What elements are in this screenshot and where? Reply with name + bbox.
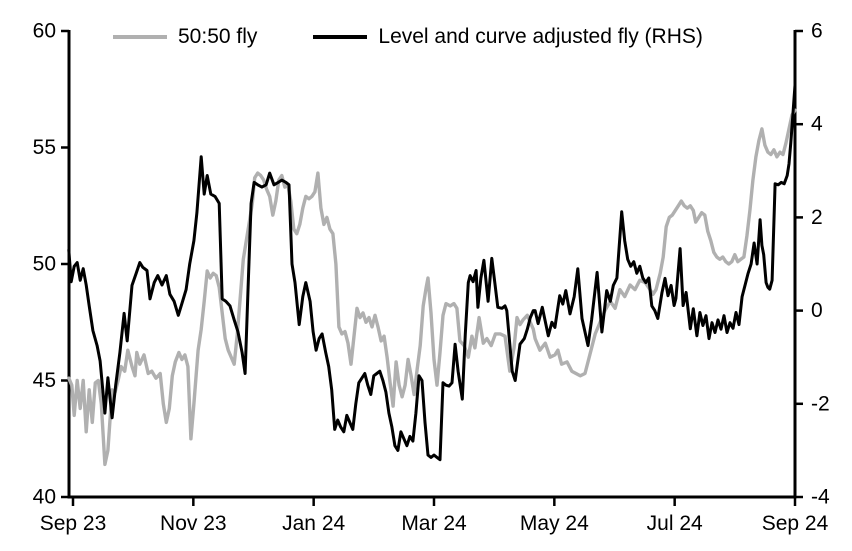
right-axis-tick-label: -4	[811, 486, 830, 509]
x-axis-tick-label: Jan 24	[282, 512, 345, 535]
left-axis-tick-label: 50	[33, 253, 56, 276]
legend-swatch-adjusted-fly-icon	[313, 34, 368, 39]
right-axis-tick-label: 0	[811, 299, 823, 322]
right-axis-tick-label: 6	[811, 20, 823, 43]
x-axis-tick-label: Sep 23	[40, 512, 107, 535]
legend-label-5050-fly: 50:50 fly	[178, 25, 258, 48]
left-axis-tick-label: 40	[33, 486, 56, 509]
left-axis-tick-label: 45	[33, 369, 56, 392]
right-axis-tick-label: 4	[811, 113, 823, 136]
x-axis-tick-label: May 24	[520, 512, 589, 535]
x-axis-tick-label: Jul 24	[647, 512, 703, 535]
right-axis-tick-label: -2	[811, 392, 830, 415]
x-axis-tick-label: Mar 24	[401, 512, 467, 535]
left-axis-tick-label: 60	[33, 20, 56, 43]
series-line-adjusted-fly	[67, 83, 797, 462]
x-axis-tick-label: Nov 23	[160, 512, 227, 535]
legend-swatch-5050-fly-icon	[113, 34, 167, 39]
legend: 50:50 fly Level and curve adjusted fly (…	[113, 26, 703, 47]
x-axis-tick-label: Sep 24	[762, 512, 829, 535]
series-line-5050-fly	[67, 108, 797, 467]
left-axis-tick-label: 55	[33, 136, 56, 159]
legend-label-adjusted-fly: Level and curve adjusted fly (RHS)	[378, 25, 703, 48]
right-axis-tick-label: 2	[811, 206, 823, 229]
